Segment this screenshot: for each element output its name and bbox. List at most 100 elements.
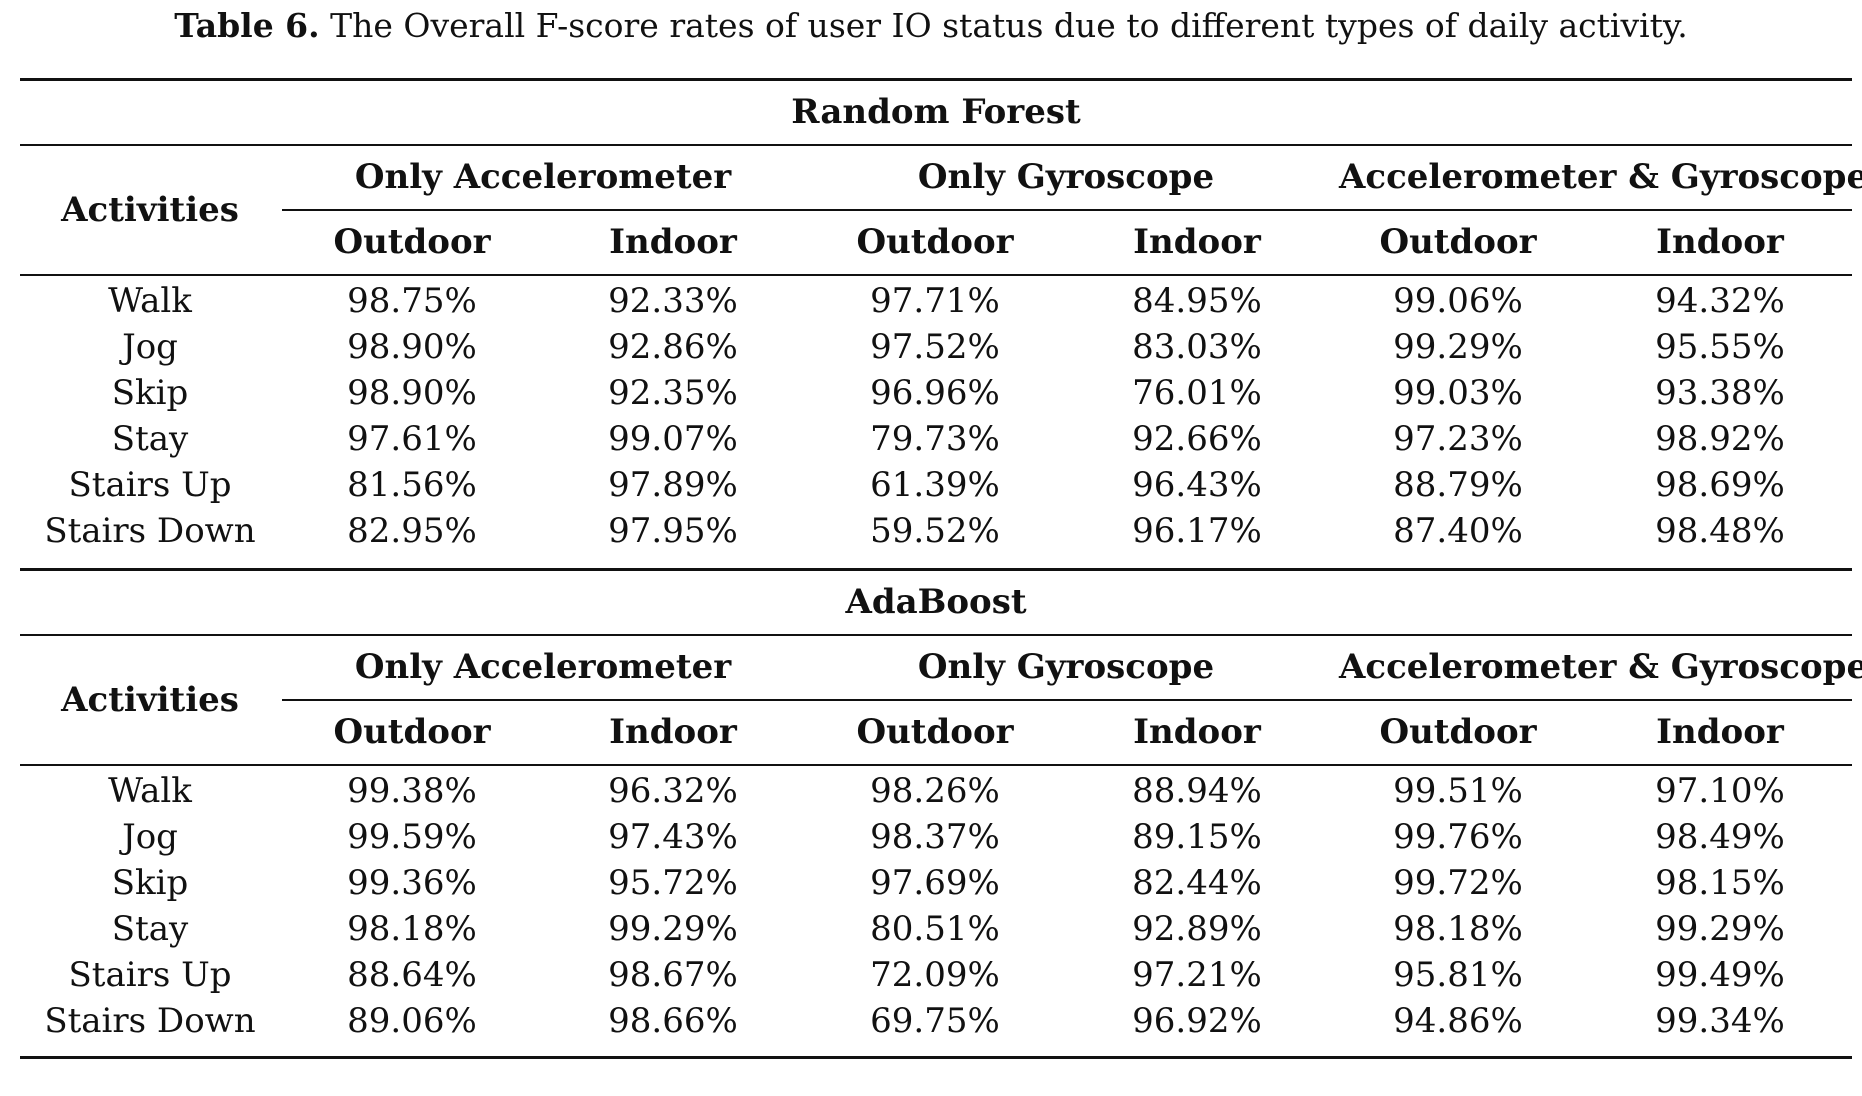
table-cell: 96.32% bbox=[608, 771, 738, 811]
table-top-rule bbox=[20, 78, 1852, 81]
activity-label: Stay bbox=[111, 419, 189, 459]
table-cell: 97.89% bbox=[608, 465, 738, 505]
section-title-rule bbox=[20, 634, 1852, 636]
group-header-rule bbox=[282, 699, 1852, 701]
subcolumn-header: Outdoor bbox=[1379, 222, 1537, 262]
table-cell: 99.29% bbox=[608, 909, 738, 949]
table-cell: 96.17% bbox=[1132, 511, 1262, 551]
table-cell: 94.86% bbox=[1393, 1001, 1523, 1041]
subcolumn-header: Indoor bbox=[1133, 222, 1261, 262]
table-cell: 99.51% bbox=[1393, 771, 1523, 811]
table-cell: 88.79% bbox=[1393, 465, 1523, 505]
activity-label: Skip bbox=[111, 863, 189, 903]
table-cell: 92.89% bbox=[1132, 909, 1262, 949]
table-cell: 92.33% bbox=[608, 281, 738, 321]
table-cell: 83.03% bbox=[1132, 327, 1262, 367]
header-bottom-rule bbox=[20, 274, 1852, 276]
table-cell: 97.43% bbox=[608, 817, 738, 857]
table-cell: 82.44% bbox=[1132, 863, 1262, 903]
table-cell: 98.18% bbox=[1393, 909, 1523, 949]
table-cell: 98.90% bbox=[347, 373, 477, 413]
table-cell: 99.59% bbox=[347, 817, 477, 857]
subcolumn-header: Indoor bbox=[609, 712, 737, 752]
table-cell: 88.64% bbox=[347, 955, 477, 995]
table-cell: 99.38% bbox=[347, 771, 477, 811]
table-cell: 87.40% bbox=[1393, 511, 1523, 551]
table-cell: 96.96% bbox=[870, 373, 1000, 413]
table-cell: 79.73% bbox=[870, 419, 1000, 459]
table-cell: 95.81% bbox=[1393, 955, 1523, 995]
table-cell: 99.29% bbox=[1655, 909, 1785, 949]
subcolumn-header: Indoor bbox=[1656, 222, 1784, 262]
table-cell: 98.15% bbox=[1655, 863, 1785, 903]
table-cell: 96.43% bbox=[1132, 465, 1262, 505]
table-cell: 97.52% bbox=[870, 327, 1000, 367]
section-title: AdaBoost bbox=[845, 582, 1027, 622]
table-cell: 97.95% bbox=[608, 511, 738, 551]
table-cell: 92.66% bbox=[1132, 419, 1262, 459]
group-header: Accelerometer & Gyroscope bbox=[1339, 647, 1862, 687]
activity-label: Stay bbox=[111, 909, 189, 949]
table-cell: 98.48% bbox=[1655, 511, 1785, 551]
activity-label: Jog bbox=[122, 327, 178, 367]
caption-text: The Overall F-score rates of user IO sta… bbox=[330, 6, 1688, 45]
activity-label: Stairs Down bbox=[44, 1001, 256, 1041]
table-cell: 97.23% bbox=[1393, 419, 1523, 459]
table-cell: 98.18% bbox=[347, 909, 477, 949]
table-cell: 99.07% bbox=[608, 419, 738, 459]
table-cell: 99.29% bbox=[1393, 327, 1523, 367]
table-cell: 99.76% bbox=[1393, 817, 1523, 857]
table-cell: 99.34% bbox=[1655, 1001, 1785, 1041]
table-caption: Table 6. The Overall F-score rates of us… bbox=[0, 0, 1862, 52]
table-cell: 95.72% bbox=[608, 863, 738, 903]
subcolumn-header: Outdoor bbox=[1379, 712, 1537, 752]
group-header: Only Accelerometer bbox=[354, 157, 732, 197]
table-cell: 98.37% bbox=[870, 817, 1000, 857]
activity-label: Stairs Up bbox=[68, 465, 232, 505]
table-cell: 98.92% bbox=[1655, 419, 1785, 459]
subcolumn-header: Outdoor bbox=[856, 222, 1014, 262]
table-cell: 92.35% bbox=[608, 373, 738, 413]
activities-header: Activities bbox=[61, 680, 239, 720]
table-cell: 98.66% bbox=[608, 1001, 738, 1041]
section-title-rule bbox=[20, 144, 1852, 146]
group-header: Only Accelerometer bbox=[354, 647, 732, 687]
table-cell: 98.69% bbox=[1655, 465, 1785, 505]
table-cell: 98.26% bbox=[870, 771, 1000, 811]
table-cell: 59.52% bbox=[870, 511, 1000, 551]
table-cell: 98.90% bbox=[347, 327, 477, 367]
table-cell: 97.61% bbox=[347, 419, 477, 459]
table-cell: 95.55% bbox=[1655, 327, 1785, 367]
table-cell: 88.94% bbox=[1132, 771, 1262, 811]
table-cell: 98.75% bbox=[347, 281, 477, 321]
table-cell: 89.15% bbox=[1132, 817, 1262, 857]
table-cell: 99.03% bbox=[1393, 373, 1523, 413]
section-divider-rule bbox=[20, 568, 1852, 571]
subcolumn-header: Outdoor bbox=[856, 712, 1014, 752]
group-header: Only Gyroscope bbox=[917, 157, 1215, 197]
table-cell: 92.86% bbox=[608, 327, 738, 367]
table-cell: 97.69% bbox=[870, 863, 1000, 903]
header-bottom-rule bbox=[20, 764, 1852, 766]
subcolumn-header: Outdoor bbox=[333, 712, 491, 752]
section-title: Random Forest bbox=[791, 92, 1081, 132]
activity-label: Stairs Up bbox=[68, 955, 232, 995]
activity-label: Walk bbox=[108, 281, 192, 321]
table-cell: 99.06% bbox=[1393, 281, 1523, 321]
table-cell: 97.21% bbox=[1132, 955, 1262, 995]
group-header: Accelerometer & Gyroscope bbox=[1339, 157, 1862, 197]
activities-header: Activities bbox=[61, 190, 239, 230]
table-cell: 76.01% bbox=[1132, 373, 1262, 413]
table-cell: 69.75% bbox=[870, 1001, 1000, 1041]
table-cell: 93.38% bbox=[1655, 373, 1785, 413]
group-header: Only Gyroscope bbox=[917, 647, 1215, 687]
table-cell: 97.10% bbox=[1655, 771, 1785, 811]
activity-label: Walk bbox=[108, 771, 192, 811]
subcolumn-header: Indoor bbox=[1656, 712, 1784, 752]
activity-label: Skip bbox=[111, 373, 189, 413]
table-cell: 72.09% bbox=[870, 955, 1000, 995]
table-bottom-rule bbox=[20, 1056, 1852, 1059]
caption-label: Table 6. bbox=[174, 6, 320, 45]
table-cell: 97.71% bbox=[870, 281, 1000, 321]
table-cell: 99.72% bbox=[1393, 863, 1523, 903]
